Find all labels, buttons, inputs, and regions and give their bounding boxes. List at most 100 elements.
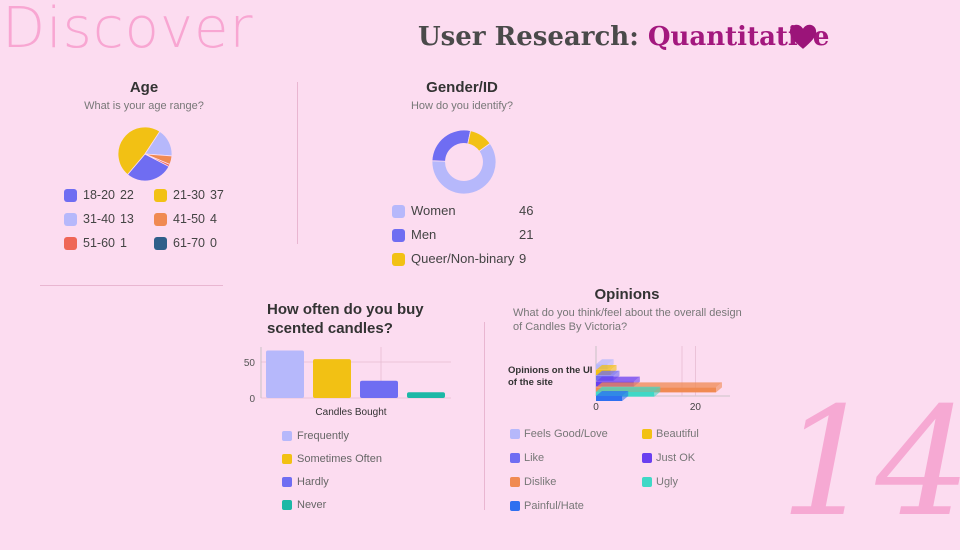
legend-swatch [64, 189, 77, 203]
legend-swatch [154, 237, 167, 251]
legend-swatch [154, 189, 167, 203]
opinions-legend-item: Feels Good/Love [510, 428, 608, 440]
opinions-legend-item: Like [510, 452, 544, 464]
gender-chart-subtitle: How do you identify? [410, 100, 514, 112]
legend-label: 18-20 [83, 188, 115, 202]
age-legend-item: 51-60 1 [64, 236, 127, 251]
gender-donut-chart [432, 130, 496, 194]
age-legend-item: 31-40 13 [64, 212, 134, 227]
legend-label: Ugly [656, 476, 679, 488]
legend-label: 21-30 [173, 188, 205, 202]
bar-sometimes-often [313, 359, 351, 398]
legend-label: 31-40 [83, 212, 115, 226]
legend-label: Just OK [656, 452, 696, 464]
x-axis-label: Candles Bought [315, 407, 386, 418]
divider-horizontal [40, 285, 223, 286]
legend-value: 13 [119, 212, 134, 226]
legend-swatch [642, 453, 652, 464]
bar-hardly [360, 380, 398, 398]
slice-men [432, 130, 472, 162]
candles-legend-item: Never [282, 499, 326, 511]
legend-swatch [642, 477, 652, 488]
legend-label: Frequently [297, 430, 349, 442]
page-title: User Research: Quantitative [418, 22, 829, 52]
legend-swatch [154, 213, 167, 227]
legend-label: Beautiful [656, 428, 699, 440]
y-axis-label-line2: of the site [508, 377, 553, 388]
legend-label: Women [411, 203, 456, 218]
legend-swatch [282, 500, 292, 511]
legend-label: Queer/Non-binary [411, 251, 515, 266]
gender-legend-item: Queer/Non-binary 9 [392, 251, 542, 267]
opinions-legend-item: Beautiful [642, 428, 699, 440]
legend-swatch [282, 431, 292, 442]
divider-vertical [297, 82, 298, 244]
age-legend-item: 61-70 0 [154, 236, 217, 251]
opinions-legend-item: Just OK [642, 452, 695, 464]
page-title-prefix: User Research: [418, 22, 639, 52]
heart-icon [789, 24, 817, 49]
gender-chart-title: Gender/ID [426, 79, 498, 96]
bar-frequently [266, 350, 304, 398]
legend-value: 4 [209, 212, 217, 226]
legend-swatch [510, 501, 520, 512]
legend-value: 0 [209, 236, 217, 250]
legend-label: Men [411, 227, 437, 242]
legend-swatch [510, 477, 520, 488]
legend-swatch [392, 205, 405, 219]
age-legend-item: 18-20 22 [64, 188, 134, 203]
age-legend-item: 21-30 37 [154, 188, 224, 203]
legend-label: Dislike [524, 476, 557, 488]
legend-value: 22 [119, 188, 134, 202]
candles-legend-item: Hardly [282, 476, 329, 488]
slice-18-20 [126, 153, 170, 181]
y-axis-label: Opinions on the UI [508, 365, 592, 376]
candles-chart-title: How often do you buy scented candles? [267, 301, 424, 337]
brand-title: Discover [2, 0, 254, 61]
legend-swatch [510, 429, 520, 440]
legend-label: 61-70 [173, 236, 205, 250]
legend-value: 37 [209, 188, 224, 202]
legend-swatch [392, 253, 405, 267]
legend-value: 21 [519, 227, 534, 242]
legend-value: 9 [519, 251, 527, 266]
opinions-chart-title: Opinions [594, 286, 660, 303]
gender-legend-item: Women 46 [392, 203, 542, 219]
legend-swatch [392, 229, 405, 243]
candles-bar-chart: 50 0 Candles Bought [244, 347, 451, 418]
age-chart-subtitle: What is your age range? [84, 100, 204, 112]
page-number: 14 [780, 376, 960, 550]
opinions-legend-item: Dislike [510, 476, 556, 488]
age-chart-title: Age [129, 79, 159, 96]
opinions-chart-subtitle: What do you think/feel about the overall… [513, 307, 742, 333]
legend-swatch [64, 213, 77, 227]
candles-legend-item: Sometimes Often [282, 453, 382, 465]
candles-legend-item: Frequently [282, 430, 349, 442]
x-tick-label: 0 [593, 402, 599, 413]
slice-21-30 [118, 127, 161, 176]
legend-swatch [282, 477, 292, 488]
legend-value: 46 [519, 203, 534, 218]
slice-queer-non-binary [467, 130, 491, 152]
legend-swatch [510, 453, 520, 464]
divider-vertical-lower [484, 322, 485, 510]
slice-51-60 [144, 153, 171, 167]
bar-never [407, 392, 445, 398]
legend-label: Never [297, 499, 327, 511]
legend-label: Sometimes Often [297, 453, 382, 465]
legend-swatch [642, 429, 652, 440]
legend-label: Painful/Hate [524, 500, 584, 512]
x-tick-label: 20 [690, 402, 702, 413]
legend-value: 1 [119, 236, 127, 250]
legend-label: 41-50 [173, 212, 205, 226]
legend-label: Like [524, 452, 545, 464]
legend-label: Hardly [297, 476, 329, 488]
opinions-legend-item: Painful/Hate [510, 500, 584, 512]
legend-swatch [282, 454, 292, 465]
legend-label: Feels Good/Love [524, 428, 608, 440]
legend-label: 51-60 [83, 236, 115, 250]
gender-legend-item: Men 21 [392, 227, 542, 243]
age-legend-item: 41-50 4 [154, 212, 217, 227]
opinions-legend-item: Ugly [642, 476, 678, 488]
